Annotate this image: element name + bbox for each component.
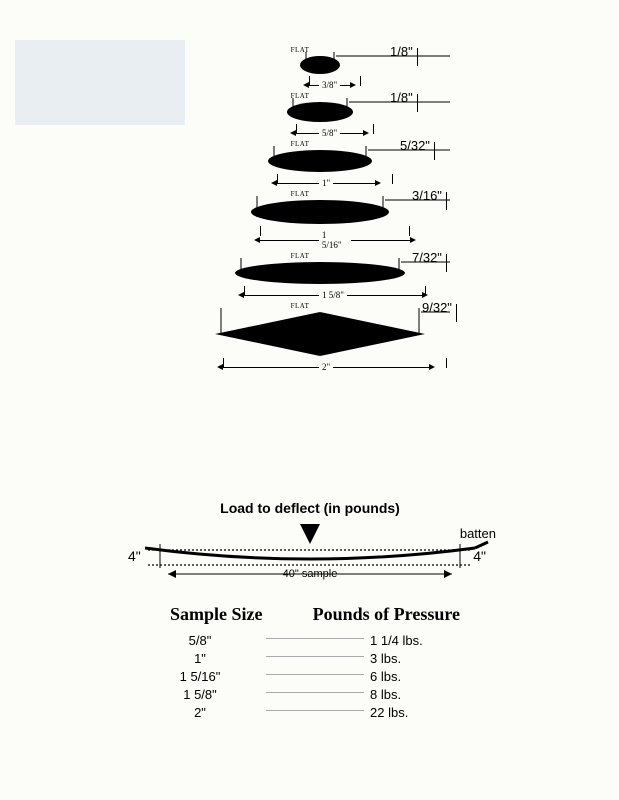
cell-size: 1"	[140, 651, 260, 666]
height-callout: 1/8"	[388, 92, 418, 112]
cell-size: 2"	[140, 705, 260, 720]
table-row: 2" 22 lbs.	[140, 703, 480, 721]
watermark-block	[15, 40, 185, 125]
height-value: 1/8"	[390, 90, 413, 105]
cell-size: 5/8"	[140, 633, 260, 648]
flat-label: FLAT	[291, 46, 310, 54]
height-value: 3/16"	[412, 188, 442, 203]
table-row: 1 5/16" 6 lbs.	[140, 667, 480, 685]
height-callout: 5/32"	[398, 140, 435, 160]
height-callout: 7/32"	[410, 252, 447, 272]
cell-pressure: 6 lbs.	[370, 669, 480, 684]
deflection-diagram: Load to deflect (in pounds) batten 4" 4"…	[130, 500, 490, 721]
table-row: 1 5/8" 8 lbs.	[140, 685, 480, 703]
width-dimension: 3/8"	[303, 80, 367, 90]
batten-label: batten	[460, 526, 496, 541]
profile-row: FLAT 7/32" 1 5/8"	[200, 256, 470, 300]
profile-row: FLAT 1/8" 3/8"	[200, 50, 470, 90]
cell-pressure: 1 1/4 lbs.	[370, 633, 480, 648]
depth-left: 4"	[128, 548, 141, 564]
pressure-table: Sample Size Pounds of Pressure 5/8" 1 1/…	[130, 604, 490, 721]
width-value: 2"	[319, 362, 333, 372]
height-value: 9/32"	[422, 300, 452, 315]
flat-label: FLAT	[291, 92, 310, 100]
width-dimension: 5/8"	[290, 128, 380, 138]
profile-row: FLAT 5/32" 1"	[200, 144, 470, 188]
width-dimension: 2"	[217, 362, 453, 372]
height-value: 5/32"	[400, 138, 430, 153]
cell-divider	[266, 638, 364, 639]
height-value: 7/32"	[412, 250, 442, 265]
cell-pressure: 8 lbs.	[370, 687, 480, 702]
deflect-title: Load to deflect (in pounds)	[130, 500, 490, 516]
flat-label: FLAT	[291, 252, 310, 260]
width-value: 5/8"	[319, 128, 340, 138]
width-dimension: 1 5/8"	[238, 290, 432, 300]
cell-divider	[266, 710, 364, 711]
flat-label: FLAT	[291, 140, 310, 148]
flat-label: FLAT	[291, 302, 310, 310]
col-header-size: Sample Size	[170, 604, 263, 625]
cell-pressure: 3 lbs.	[370, 651, 480, 666]
width-dimension: 1"	[271, 178, 399, 188]
depth-right: 4"	[473, 548, 486, 564]
table-row: 5/8" 1 1/4 lbs.	[140, 631, 480, 649]
width-value: 3/8"	[319, 80, 340, 90]
cell-size: 1 5/8"	[140, 687, 260, 702]
cell-divider	[266, 674, 364, 675]
width-dimension: 1 5/16"	[254, 230, 416, 250]
height-callout: 3/16"	[410, 190, 447, 210]
sample-width-label: 40" sample	[130, 568, 490, 580]
col-header-pressure: Pounds of Pressure	[313, 604, 460, 625]
profile-row: FLAT 9/32" 2"	[200, 306, 470, 372]
profile-stack: FLAT 1/8" 3/8" FLAT	[200, 50, 470, 378]
width-value: 1"	[319, 178, 333, 188]
cell-divider	[266, 656, 364, 657]
width-value: 1 5/8"	[319, 290, 347, 300]
width-value: 1 5/16"	[319, 230, 351, 250]
flat-label: FLAT	[291, 190, 310, 198]
profile-shape	[220, 306, 450, 360]
profile-row: FLAT 1/8" 5/8"	[200, 96, 470, 138]
table-row: 1" 3 lbs.	[140, 649, 480, 667]
height-callout: 1/8"	[388, 46, 418, 66]
cell-size: 1 5/16"	[140, 669, 260, 684]
profile-row: FLAT 3/16" 1 5/16"	[200, 194, 470, 250]
height-callout: 9/32"	[420, 302, 457, 322]
cell-pressure: 22 lbs.	[370, 705, 480, 720]
cell-divider	[266, 692, 364, 693]
height-value: 1/8"	[390, 44, 413, 59]
